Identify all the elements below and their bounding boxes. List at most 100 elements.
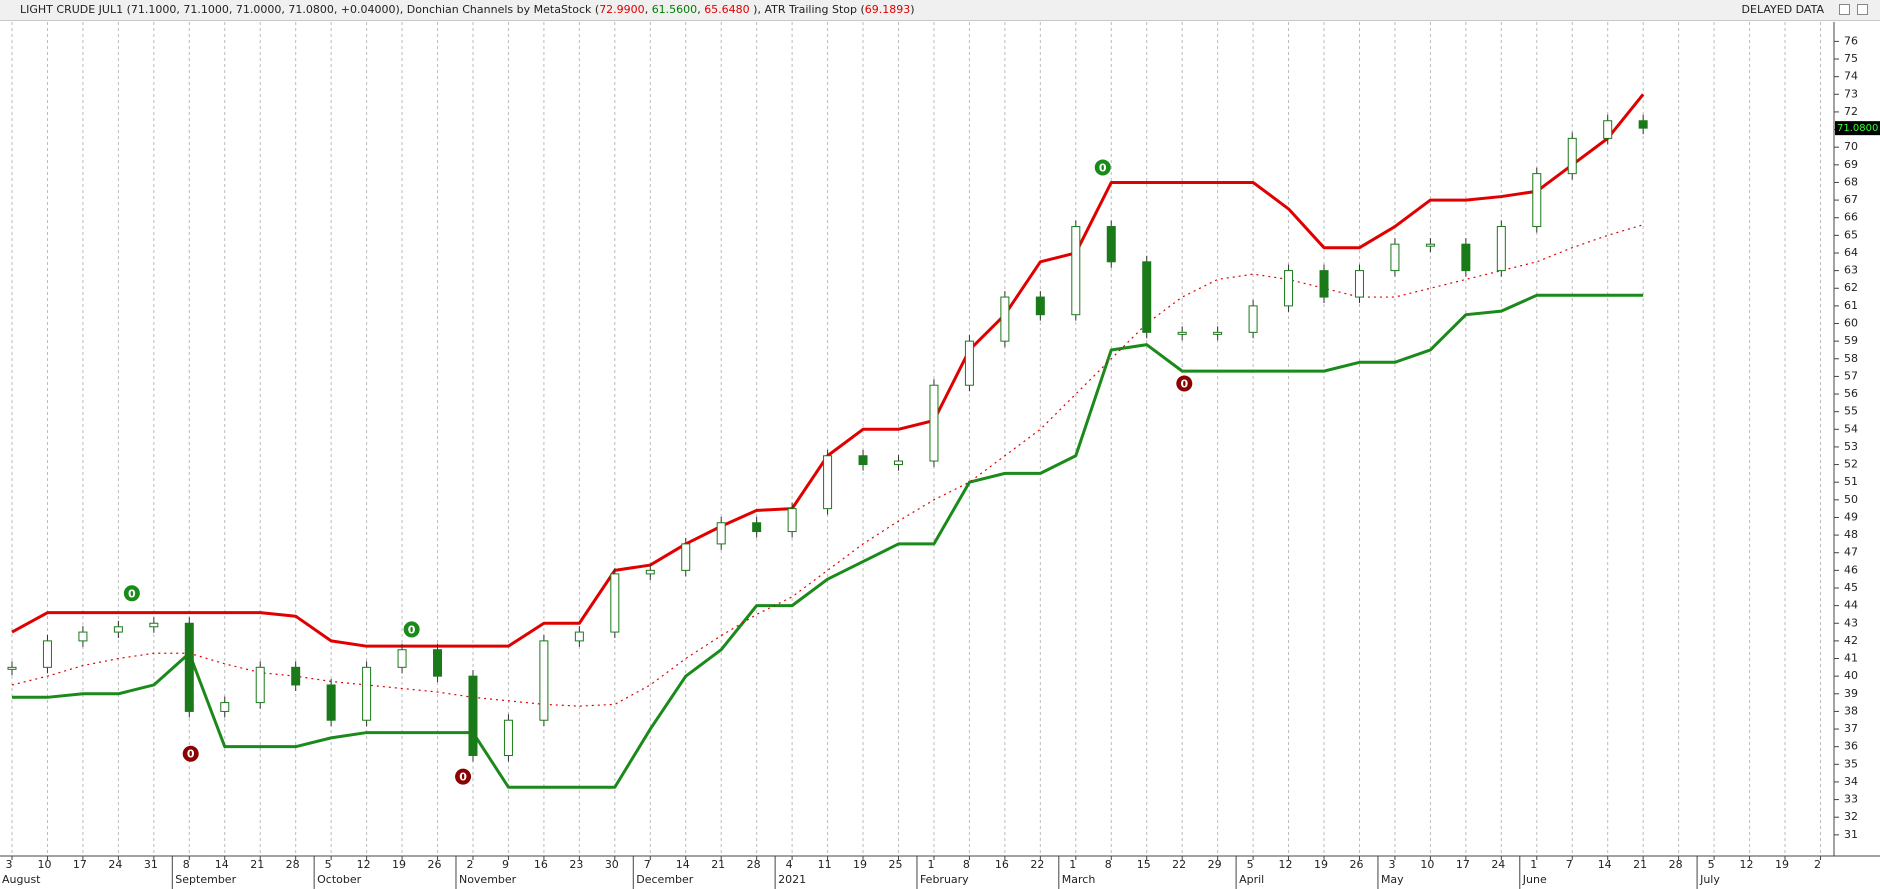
x-tick-label: 7: [644, 858, 651, 871]
candle: [1532, 173, 1542, 228]
x-tick-label: 22: [1172, 858, 1186, 871]
candle: [787, 508, 797, 533]
candle: [326, 684, 336, 721]
x-tick-label: 24: [1491, 858, 1505, 871]
x-tick-label: 15: [1137, 858, 1151, 871]
y-tick-label: 54: [1844, 422, 1858, 435]
candle: [113, 626, 123, 633]
x-tick-label: 3: [1388, 858, 1395, 871]
y-tick-label: 51: [1844, 475, 1858, 488]
month-label: July: [1699, 873, 1720, 886]
x-tick-label: 12: [1279, 858, 1293, 871]
candle: [1213, 331, 1223, 335]
wave-marker-label: 0: [1180, 377, 1188, 390]
x-tick-label: 25: [889, 858, 903, 871]
x-tick-label: 17: [1456, 858, 1470, 871]
y-tick-label: 74: [1844, 70, 1858, 83]
candle: [220, 702, 230, 712]
title-part: ): [910, 3, 915, 16]
candle: [539, 640, 549, 721]
y-tick-label: 59: [1844, 334, 1858, 347]
candle: [1284, 270, 1294, 307]
y-tick-label: 57: [1844, 369, 1858, 382]
x-tick-label: 28: [747, 858, 761, 871]
candle: [78, 631, 88, 642]
y-tick-label: 58: [1844, 352, 1858, 365]
x-tick-label: 9: [502, 858, 509, 871]
month-label: 2021: [778, 873, 806, 886]
x-tick-label: 16: [534, 858, 548, 871]
x-tick-label: 7: [1566, 858, 1573, 871]
x-tick-label: 14: [1598, 858, 1612, 871]
month-label: April: [1239, 873, 1264, 886]
y-tick-label: 73: [1844, 87, 1858, 100]
candle: [468, 675, 478, 756]
close-button[interactable]: [1857, 4, 1868, 15]
wave-marker: [455, 768, 472, 785]
x-tick-label: 1: [1069, 858, 1076, 871]
x-tick-label: 26: [1349, 858, 1363, 871]
month-label: December: [636, 873, 694, 886]
y-tick-label: 49: [1844, 510, 1858, 523]
wave-marker: [1094, 159, 1111, 176]
x-tick-label: 16: [995, 858, 1009, 871]
restore-button[interactable]: [1839, 4, 1850, 15]
x-tick-label: 2: [466, 858, 473, 871]
x-tick-label: 31: [144, 858, 158, 871]
x-tick-label: 21: [711, 858, 725, 871]
y-tick-label: 50: [1844, 493, 1858, 506]
x-tick-label: 14: [676, 858, 690, 871]
candle: [1390, 243, 1400, 272]
x-tick-label: 29: [1208, 858, 1222, 871]
candle: [574, 631, 584, 642]
y-tick-label: 40: [1844, 669, 1858, 682]
title-part: ,: [644, 3, 652, 16]
title-part: LIGHT CRUDE JUL1 (71.1000, 71.1000, 71.0…: [20, 3, 600, 16]
candle: [1354, 270, 1364, 298]
x-tick-label: 12: [357, 858, 371, 871]
wave-marker: [403, 621, 420, 638]
y-tick-label: 35: [1844, 757, 1858, 770]
candle: [645, 569, 655, 575]
candle: [894, 460, 903, 466]
y-tick-label: 53: [1844, 440, 1858, 453]
y-tick-label: 47: [1844, 546, 1858, 559]
x-tick-label: 17: [73, 858, 87, 871]
candle: [291, 666, 301, 686]
x-tick-label: 5: [325, 858, 332, 871]
x-tick-label: 30: [605, 858, 619, 871]
candle: [149, 622, 159, 628]
y-tick-label: 36: [1844, 740, 1858, 753]
y-tick-label: 72: [1844, 105, 1858, 118]
candle: [1177, 331, 1187, 335]
title-part: 69.1893: [864, 3, 911, 16]
wave-marker: [182, 745, 199, 762]
candle: [362, 666, 372, 721]
title-part: 72.9900: [599, 3, 645, 16]
wave-marker-label: 0: [1099, 161, 1107, 174]
candle: [503, 719, 513, 756]
x-tick-label: 8: [1105, 858, 1112, 871]
x-tick-label: 19: [1314, 858, 1328, 871]
y-tick-label: 75: [1844, 52, 1858, 65]
candle: [1035, 296, 1045, 316]
y-tick-label: 63: [1844, 264, 1858, 277]
x-tick-label: 19: [392, 858, 406, 871]
wave-marker-label: 0: [408, 623, 416, 636]
y-tick-label: 64: [1844, 246, 1858, 259]
wave-marker: [1176, 375, 1193, 392]
y-tick-label: 39: [1844, 687, 1858, 700]
x-tick-label: 4: [786, 858, 793, 871]
y-tick-label: 45: [1844, 581, 1858, 594]
y-tick-label: 48: [1844, 528, 1858, 541]
y-tick-label: 33: [1844, 793, 1858, 806]
candle: [610, 573, 620, 633]
y-tick-label: 70: [1844, 140, 1858, 153]
title-part: ,: [697, 3, 705, 16]
x-tick-label: 5: [1247, 858, 1254, 871]
y-tick-label: 67: [1844, 193, 1858, 206]
wave-marker: [123, 585, 140, 602]
y-tick-label: 42: [1844, 634, 1858, 647]
title-part: 61.5600: [651, 3, 698, 16]
